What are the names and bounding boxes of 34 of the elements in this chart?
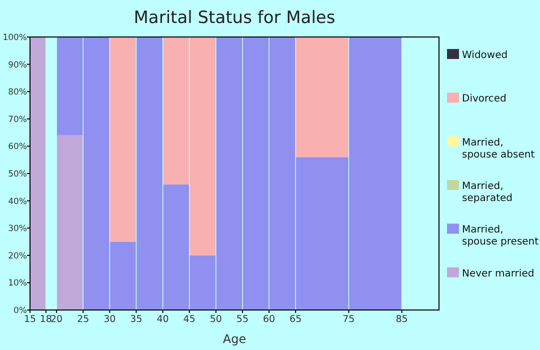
x-tick-label: 75 [342,314,355,325]
x-tick-label: 25 [77,314,90,325]
x-tick-label: 45 [183,314,196,325]
y-tick-label: 70% [8,114,27,125]
y-tick-label: 90% [8,60,27,70]
chart-title: Marital Status for Males [134,8,336,28]
y-tick-label: 10% [8,278,27,289]
legend-label: Married, spouse present [462,224,539,248]
x-tick-label: 40 [156,314,169,325]
bar [110,37,136,242]
legend-label: Married, separated [462,181,512,204]
legend-label: Never married [462,268,534,280]
legend-label: Widowed [462,50,508,61]
legend-label: Divorced [462,94,506,105]
y-tick-label: 40% [8,196,27,207]
x-tick-label: 60 [262,314,276,325]
y-tick-label: 60% [8,142,27,152]
x-tick-label: 20 [50,314,63,325]
y-tick-label: 20% [8,251,27,262]
x-tick-label: 85 [396,314,408,325]
x-tick-label: 30 [104,314,116,325]
x-tick-label: 18 [40,314,52,325]
y-tick-label: 30% [8,224,27,234]
x-tick-label: 55 [236,314,249,325]
x-tick-label: 15 [24,314,36,325]
y-tick-label: 0% [14,306,27,316]
y-tick-label: 100% [2,33,27,43]
y-tick-label: 50% [8,170,27,180]
legend-label: Married, spouse absent [462,137,535,160]
x-tick-label: 50 [210,314,222,325]
y-tick-label: 80% [8,88,27,98]
x-tick-label: 65 [290,314,302,325]
x-tick-label: 35 [130,314,142,325]
x-axis-title: Age [222,332,246,346]
